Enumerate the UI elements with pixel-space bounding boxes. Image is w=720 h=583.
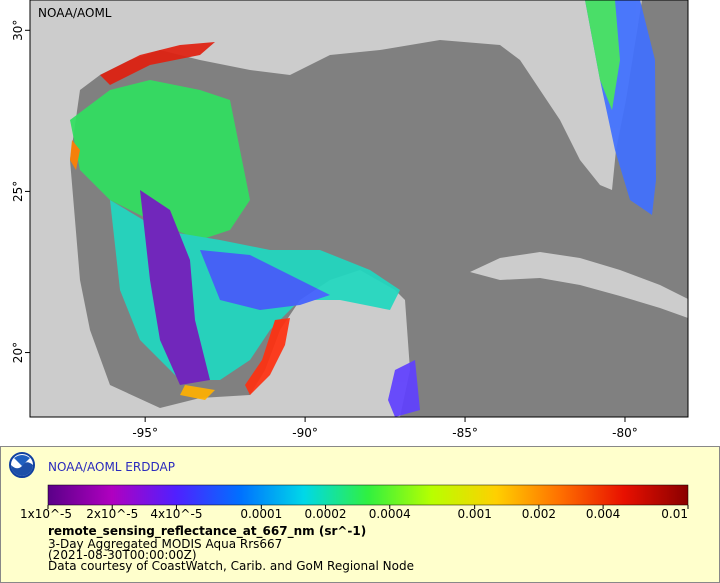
data-swath: [70, 80, 250, 240]
x-tick-label: -95°: [132, 426, 158, 440]
variable-name: remote_sensing_reflectance_at_667_nm (sr…: [48, 524, 366, 539]
x-tick-label: -90°: [292, 426, 318, 440]
data-swath: [70, 140, 80, 170]
y-tick-label: 30°: [11, 20, 25, 41]
legend-line: Data courtesy of CoastWatch, Carib. and …: [48, 559, 414, 573]
colorbar-tick-label: 4x10^-5: [150, 507, 202, 521]
y-tick-label: 20°: [11, 342, 25, 363]
colorbar-tick-label: 2x10^-5: [86, 507, 138, 521]
data-swath: [180, 385, 215, 400]
colorbar-tick-label: 0.002: [522, 507, 556, 521]
data-swath: [388, 360, 420, 417]
corner-label: NOAA/AOML: [38, 6, 112, 20]
data-swath: [140, 190, 210, 385]
colorbar-tick-label: 1x10^-5: [20, 507, 72, 521]
data-swath: [585, 0, 620, 110]
x-tick-label: -85°: [452, 426, 478, 440]
noaa-logo: [9, 452, 35, 478]
legend-panel: [0, 446, 720, 583]
legend-line: 3-Day Aggregated MODIS Aqua Rrs667: [48, 537, 282, 551]
colorbar-tick-label: 0.004: [586, 507, 620, 521]
map: [30, 0, 688, 417]
data-swath: [200, 250, 330, 310]
colorbar-tick-label: 0.0004: [369, 507, 411, 521]
colorbar: [47, 484, 689, 506]
x-tick-label: -80°: [612, 426, 638, 440]
colorbar-tick-label: 0.0001: [240, 507, 282, 521]
data-swath: [245, 318, 290, 395]
map-frame: [29, 0, 689, 418]
colorbar-tick-label: 0.0002: [305, 507, 347, 521]
data-swath: [100, 42, 215, 85]
legend-title: NOAA/AOML ERDDAP: [48, 460, 175, 474]
data-swaths: [70, 0, 656, 417]
colorbar-tick-label: 0.001: [457, 507, 491, 521]
legend-line: (2021-08-30T00:00:00Z): [48, 548, 197, 562]
cuba: [470, 252, 688, 318]
y-tick-label: 25°: [11, 181, 25, 202]
colorbar-tick-label: 0.01: [661, 507, 688, 521]
